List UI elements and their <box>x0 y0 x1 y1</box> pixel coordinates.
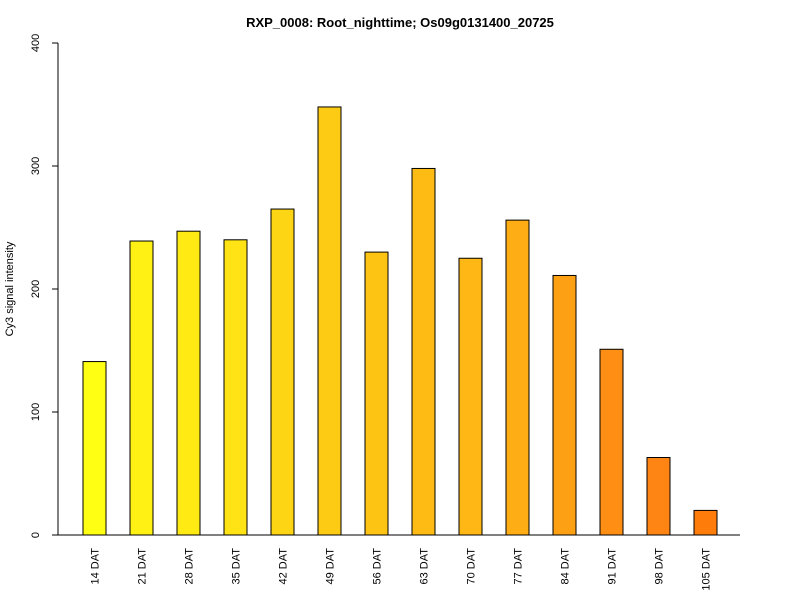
bar <box>129 240 154 536</box>
x-tick-label: 42 DAT <box>278 548 290 585</box>
x-tick-label: 77 DAT <box>513 548 525 585</box>
x-tick-label: 70 DAT <box>466 548 478 585</box>
y-tick-label: 200 <box>30 280 42 298</box>
x-tick-label: 84 DAT <box>560 548 572 585</box>
bar <box>646 457 671 536</box>
bar <box>552 274 577 536</box>
y-tick-label: 400 <box>30 34 42 52</box>
bar <box>599 348 624 536</box>
bar <box>458 257 483 536</box>
bar <box>411 167 436 536</box>
y-tick-label: 0 <box>30 532 42 538</box>
x-tick-label: 35 DAT <box>231 548 243 585</box>
x-tick-label: 28 DAT <box>184 548 196 585</box>
x-axis: 14 DAT 21 DAT 28 DAT 35 DAT 42 DAT 49 DAT 56 D… <box>58 534 740 591</box>
x-tick-label: 14 DAT <box>90 548 102 585</box>
y-tick-label: 100 <box>30 403 42 421</box>
bar <box>505 219 530 536</box>
bar <box>693 509 718 536</box>
y-axis-label: Cy3 signal intensity <box>4 241 16 336</box>
y-axis: 0 100 200 300 400 <box>30 34 59 538</box>
bar <box>364 251 389 536</box>
bar <box>223 239 248 536</box>
y-tick-label: 300 <box>30 157 42 175</box>
x-tick-label: 91 DAT <box>607 548 619 585</box>
x-tick-label: 63 DAT <box>419 548 431 585</box>
bar <box>317 106 342 536</box>
bar <box>82 361 107 536</box>
x-tick-label: 49 DAT <box>325 548 337 585</box>
bars <box>82 106 718 536</box>
x-tick-label: 21 DAT <box>137 548 149 585</box>
x-tick-label: 98 DAT <box>654 548 666 585</box>
bar <box>270 208 295 536</box>
x-tick-label: 56 DAT <box>372 548 384 585</box>
x-tick-label: 105 DAT <box>701 548 713 591</box>
bar <box>176 230 201 536</box>
chart-title: RXP_0008: Root_nighttime; Os09g0131400_2… <box>246 15 554 30</box>
